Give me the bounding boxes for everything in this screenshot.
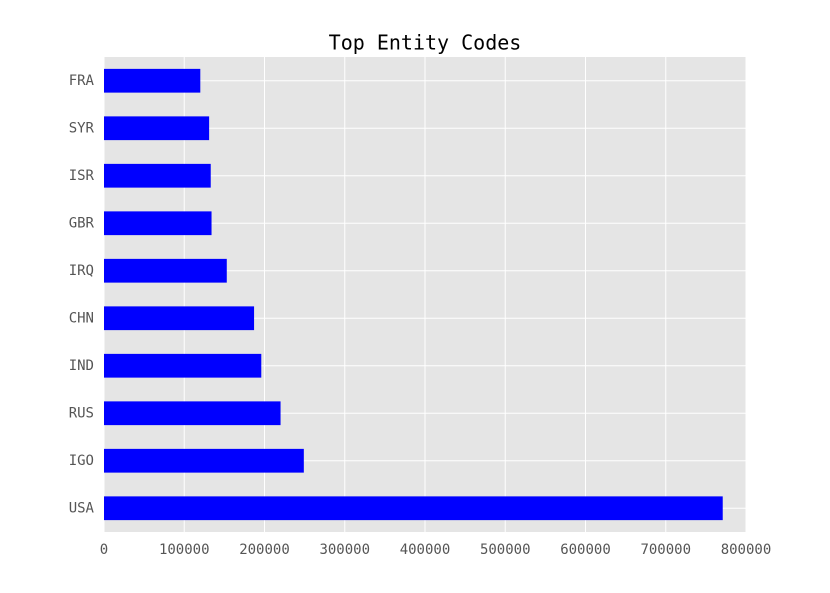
y-tick-label: USA (69, 500, 95, 516)
y-tick-label: IGO (69, 453, 94, 469)
x-tick-label: 500000 (480, 542, 531, 558)
x-tick-label: 200000 (239, 542, 290, 558)
bar (104, 163, 211, 188)
x-tick-label: 600000 (560, 542, 611, 558)
x-tick-label: 300000 (319, 542, 370, 558)
bar (104, 258, 227, 283)
bar (104, 401, 281, 426)
bar (104, 211, 212, 236)
bar (104, 116, 210, 141)
x-tick-label: 400000 (400, 542, 451, 558)
y-tick-label: IRQ (69, 263, 94, 279)
y-tick-label: GBR (69, 215, 95, 231)
x-tick-label: 0 (100, 542, 108, 558)
y-tick-label: CHN (69, 310, 94, 326)
bar (104, 448, 304, 473)
x-tick-label: 100000 (159, 542, 210, 558)
x-tick-label: 800000 (721, 542, 772, 558)
bar (104, 353, 262, 378)
y-tick-label: IND (69, 358, 94, 374)
y-tick-label: RUS (69, 405, 94, 421)
chart-title: Top Entity Codes (329, 31, 522, 55)
x-tick-label: 700000 (640, 542, 691, 558)
y-tick-label: FRA (69, 73, 95, 89)
y-tick-label: ISR (69, 168, 95, 184)
bar (104, 306, 255, 331)
bar (104, 496, 723, 521)
bar (104, 68, 201, 93)
y-tick-label: SYR (69, 120, 95, 136)
